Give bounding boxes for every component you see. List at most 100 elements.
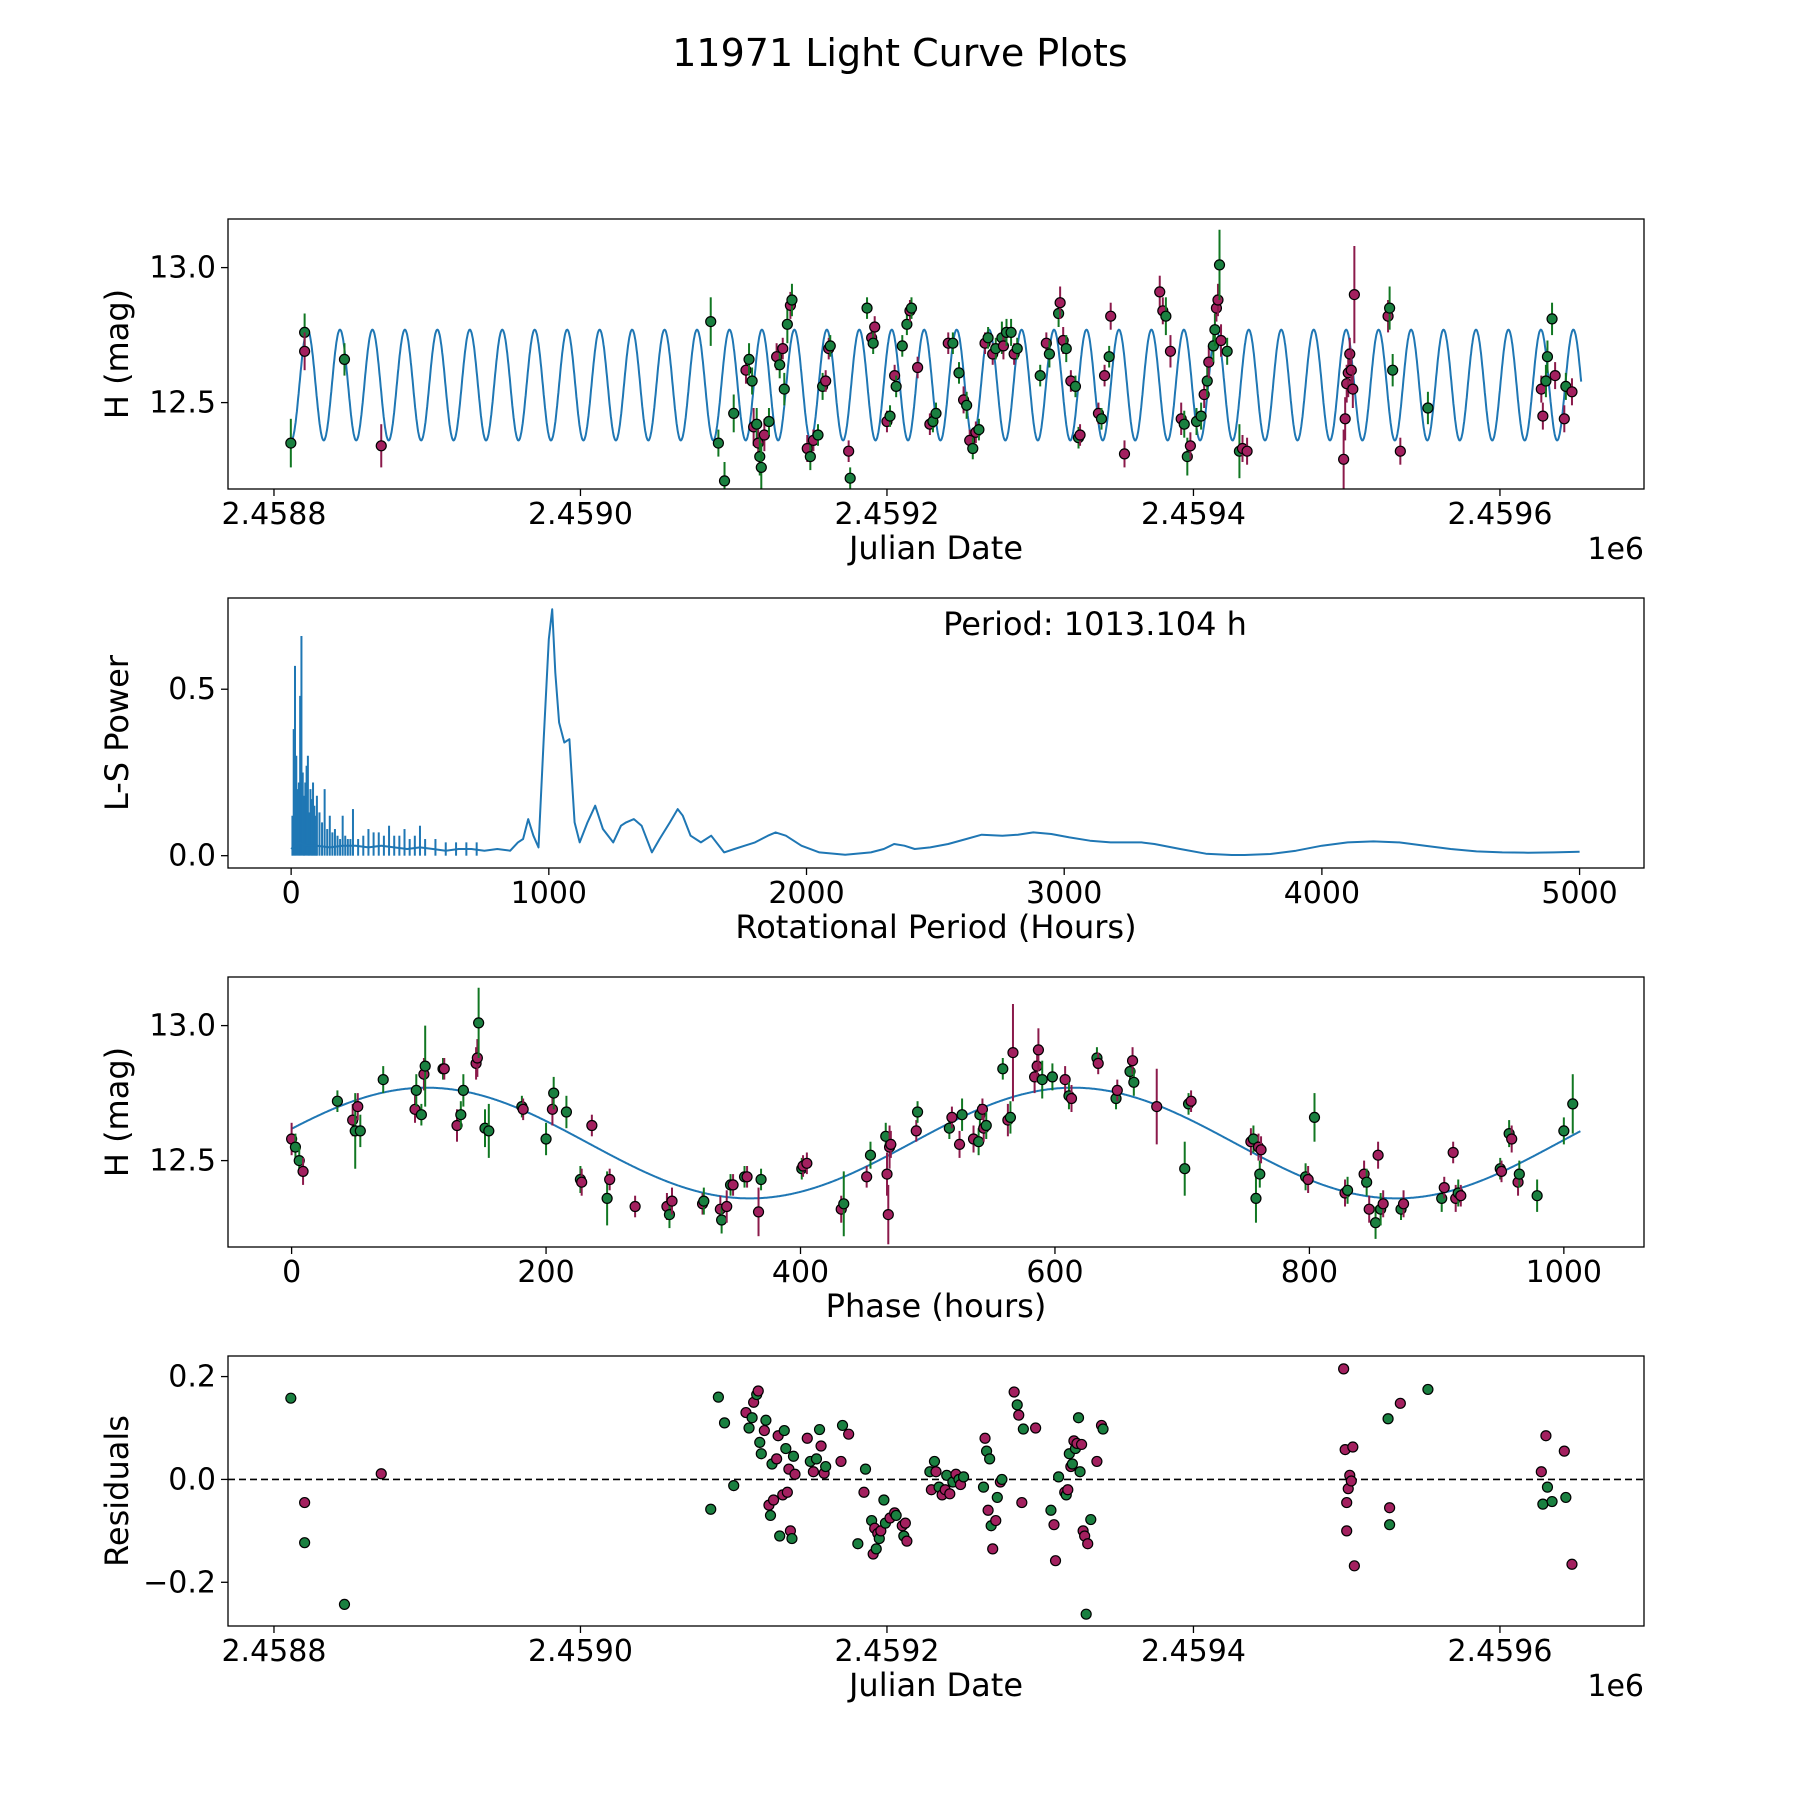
data-point [1103,351,1115,363]
data-point [1506,1133,1518,1145]
data-point [1513,1168,1525,1180]
y-axis-label: H (mag) [98,1047,136,1177]
data-point [1179,1163,1191,1175]
data-point [728,407,740,419]
data-point [1007,1046,1019,1059]
data-point [718,1417,731,1429]
data-point [760,1414,772,1426]
x-tick-label: 5000 [1541,876,1617,911]
x-axis-label: Julian Date [847,1666,1023,1704]
data-point [1209,324,1221,336]
data-point [1045,1504,1057,1516]
data-point [858,1486,870,1498]
data-point [1011,1399,1023,1411]
data-point [1387,364,1399,376]
data-point [1030,1422,1042,1434]
data-point [293,1154,305,1167]
data-point [299,345,311,357]
data-point [1046,1071,1059,1083]
data-point [483,1125,495,1137]
data-point [961,399,973,411]
y-tick-label: 0.0 [168,839,216,874]
data-point [751,418,763,430]
x-tick-label: 400 [772,1255,829,1290]
y-tick-label: 0.2 [168,1360,216,1395]
data-point [1092,1057,1104,1070]
data-point [1213,259,1226,271]
data-point [721,1200,733,1213]
data-point [778,383,790,395]
axes-frame [227,976,1645,1248]
data-point [712,1391,724,1403]
data-point [1345,1475,1357,1487]
y-tick-label: 13.0 [149,251,216,286]
data-point [889,370,901,382]
data-point [912,361,924,374]
data-point [419,1060,431,1072]
data-point [910,1125,922,1137]
data-point [896,340,908,352]
data-point [1111,1084,1123,1097]
data-point [771,1453,783,1465]
data-point [836,1419,849,1432]
data-point [930,407,942,419]
data-point [548,1087,560,1099]
x-axis-label: Rotational Period (Hours) [735,908,1136,946]
data-point [861,302,873,314]
data-point [718,475,731,487]
data-point [1338,1363,1350,1375]
data-point [861,1171,873,1183]
data-point [1455,1190,1467,1202]
data-point [859,1463,872,1475]
data-point [815,1440,827,1452]
data-point [576,1176,588,1188]
data-point [1195,410,1207,422]
data-point [285,437,297,449]
x-tick-label: 600 [1026,1255,1083,1290]
data-point [1558,1445,1570,1457]
data-point [698,1195,710,1207]
data-point [1059,1073,1071,1086]
data-point [289,1141,302,1153]
data-point [410,1084,422,1097]
x-offset-label: 1e6 [1587,532,1644,567]
data-point [957,1471,970,1483]
data-point [1126,1055,1139,1067]
y-axis-label: Residuals [98,1415,136,1567]
data-point [1560,1491,1572,1504]
data-point [758,1424,770,1437]
data-point [338,1598,351,1611]
data-point [1537,1498,1549,1510]
data-point [586,1119,598,1132]
data-point [996,1473,1008,1486]
data-point [1085,1513,1097,1526]
data-point [666,1195,678,1207]
data-point [1422,402,1434,414]
x-offset-label: 1e6 [1587,1669,1644,1704]
data-point [976,1103,989,1115]
data-point [1394,445,1406,457]
model-curve [291,1086,1581,1200]
data-point [1105,310,1117,322]
data-point [754,1436,766,1449]
data-point [944,1488,956,1500]
data-point [1005,326,1017,338]
data-point [1540,375,1552,387]
data-point [1034,370,1046,382]
data-point [1048,1519,1060,1531]
x-tick-label: 2.4588 [221,497,326,532]
data-point [864,1149,877,1161]
x-tick-label: 1000 [1526,1255,1602,1290]
data-point [1164,345,1177,357]
data-point [1540,1430,1552,1442]
data-point [781,318,793,330]
data-point [884,410,896,422]
y-tick-label: −0.2 [143,1565,216,1600]
y-tick-label: 13.0 [149,1009,216,1044]
y-axis-label: L-S Power [98,654,136,811]
data-point [1546,1495,1558,1508]
x-tick-label: 3000 [1026,876,1102,911]
data-point [741,1171,753,1183]
y-tick-label: 0.0 [168,1462,216,1497]
data-point [1004,1111,1017,1124]
